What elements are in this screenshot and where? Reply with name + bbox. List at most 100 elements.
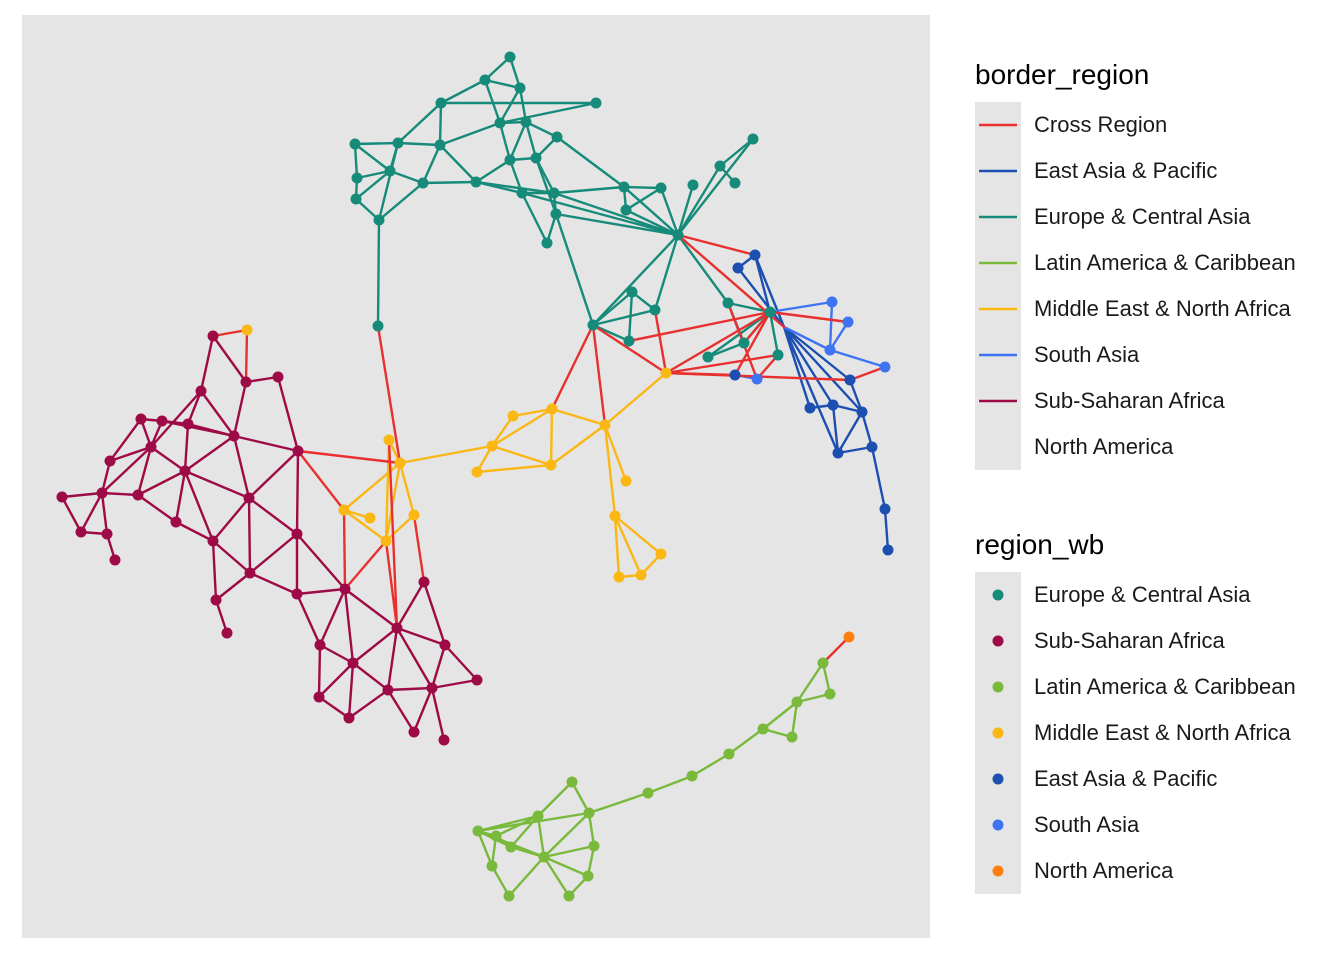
network-edge xyxy=(542,855,590,878)
network-edge xyxy=(676,233,757,257)
network-edge xyxy=(232,434,251,500)
network-node xyxy=(747,133,759,145)
network-edge xyxy=(386,626,399,692)
network-node xyxy=(101,528,113,540)
network-edge xyxy=(211,328,249,338)
network-edge xyxy=(199,389,236,438)
network-edge xyxy=(211,539,218,602)
network-edge xyxy=(343,587,355,665)
network-edge xyxy=(422,580,447,647)
network-edge xyxy=(136,469,187,497)
legend-item: Middle East & North Africa xyxy=(975,286,1291,332)
network-node xyxy=(291,528,303,540)
network-node xyxy=(635,569,647,581)
network-node xyxy=(56,491,68,503)
legend-point-key xyxy=(992,865,1004,877)
network-edge xyxy=(509,845,546,859)
network-edge xyxy=(430,678,479,690)
network-edge xyxy=(613,514,663,556)
legend-label: Europe & Central Asia xyxy=(1034,204,1251,229)
network-edge xyxy=(536,780,574,818)
network-edge xyxy=(396,141,442,147)
network-node xyxy=(824,344,836,356)
network-edge xyxy=(627,310,772,343)
legend-item: Middle East & North Africa xyxy=(975,710,1291,756)
network-edge xyxy=(676,164,722,237)
network-node xyxy=(221,627,233,639)
network-node xyxy=(618,181,630,193)
network-node xyxy=(132,489,144,501)
network-edge xyxy=(603,423,628,483)
network-edge xyxy=(753,253,786,329)
network-edge xyxy=(726,301,772,314)
network-node xyxy=(623,335,635,347)
legend-item: South Asia xyxy=(975,332,1149,378)
network-edge xyxy=(343,539,388,591)
network-edge xyxy=(587,811,596,848)
network-edge xyxy=(244,328,249,384)
network-edge xyxy=(108,417,143,463)
network-node xyxy=(417,177,429,189)
network-node xyxy=(339,583,351,595)
network-edge xyxy=(520,191,680,237)
network-node xyxy=(195,385,207,397)
network-edge xyxy=(591,323,668,375)
network-edge xyxy=(295,532,347,591)
network-edge xyxy=(211,539,252,575)
network-edge xyxy=(376,324,402,465)
network-edge xyxy=(183,469,215,543)
network-edge xyxy=(664,353,780,375)
network-edge xyxy=(377,181,425,222)
network-edge xyxy=(79,491,104,534)
network-node xyxy=(343,712,355,724)
network-edge xyxy=(214,571,252,602)
network-edge xyxy=(438,101,443,147)
network-edge xyxy=(549,423,607,467)
network-node xyxy=(879,361,891,373)
network-edge xyxy=(386,688,416,734)
network-node xyxy=(551,131,563,143)
network-edge xyxy=(676,183,695,237)
network-edge xyxy=(646,774,694,795)
network-edge xyxy=(555,135,626,189)
network-node xyxy=(545,459,557,471)
network-node xyxy=(786,731,798,743)
network-node xyxy=(660,367,672,379)
network-node xyxy=(438,734,450,746)
network-edge xyxy=(247,496,299,536)
network-node xyxy=(655,182,667,194)
network-edge xyxy=(232,434,300,453)
network-edge xyxy=(438,143,478,184)
legend-point-key xyxy=(992,589,1004,601)
network-node xyxy=(471,674,483,686)
network-edge xyxy=(476,829,494,868)
network-edge xyxy=(384,539,399,630)
network-node xyxy=(817,657,829,669)
network-edge xyxy=(353,142,359,180)
network-node xyxy=(732,262,744,274)
network-edge xyxy=(474,158,512,184)
network-node xyxy=(827,399,839,411)
network-edge xyxy=(430,686,446,742)
legend-label: South Asia xyxy=(1034,812,1140,837)
network-edge xyxy=(591,290,634,327)
network-node xyxy=(494,117,506,129)
network-edge xyxy=(534,156,558,216)
network-edge xyxy=(591,308,657,327)
network-node xyxy=(520,116,532,128)
network-edge xyxy=(549,407,554,467)
network-node xyxy=(364,512,376,524)
network-edge xyxy=(836,410,864,455)
network-node xyxy=(514,82,526,94)
network-node xyxy=(702,351,714,363)
legend-line-key xyxy=(979,169,1017,173)
network-node xyxy=(96,487,108,499)
network-edge xyxy=(498,121,512,162)
network-edge xyxy=(395,626,434,690)
network-edge xyxy=(498,86,522,125)
network-edge xyxy=(60,491,104,499)
network-node xyxy=(626,286,638,298)
network-node xyxy=(882,544,894,556)
network-node xyxy=(145,441,157,453)
